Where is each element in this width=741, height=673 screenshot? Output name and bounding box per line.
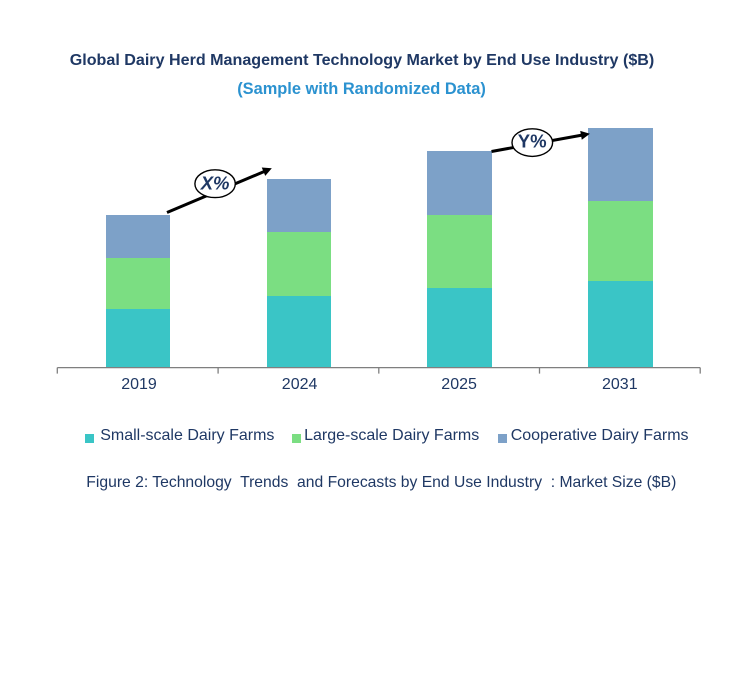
svg-text:X%: X%: [200, 172, 230, 193]
svg-text:Y%: Y%: [518, 131, 547, 152]
